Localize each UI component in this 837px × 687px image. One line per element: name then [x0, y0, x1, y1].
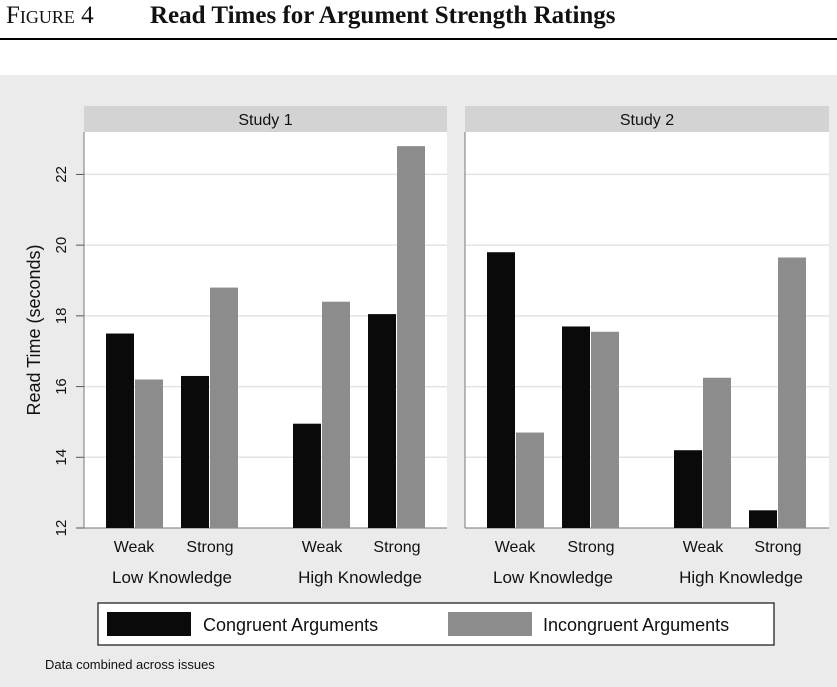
legend-box [97, 602, 775, 646]
panel-title: Study 2 [620, 112, 674, 129]
y-tick-label: 16 [53, 378, 70, 395]
y-tick-label: 12 [53, 520, 70, 537]
y-tick-label: 22 [53, 166, 70, 183]
bar-incongruent [516, 432, 544, 528]
category-label: Strong [373, 539, 420, 556]
legend-swatch-incongruent [448, 612, 532, 636]
bar-congruent [181, 375, 209, 528]
legend-swatch-congruent [107, 612, 191, 636]
y-tick-label: 14 [53, 449, 70, 466]
category-label: Weak [114, 539, 156, 556]
y-tick-label: 20 [53, 237, 70, 254]
group-label: High Knowledge [298, 568, 422, 587]
bar-congruent [293, 423, 321, 528]
panel-strip-1 [84, 106, 447, 132]
panel-title: Study 1 [238, 112, 292, 129]
figure-title: Read Times for Argument Strength Ratings [150, 2, 616, 29]
category-label: Weak [495, 539, 537, 556]
bar-congruent [749, 510, 777, 528]
bar-incongruent [397, 146, 425, 528]
category-label: Strong [567, 539, 614, 556]
bar-incongruent [322, 301, 350, 528]
bar-congruent [106, 333, 134, 528]
category-label: Weak [302, 539, 344, 556]
bar-incongruent [135, 379, 163, 528]
chart-note: Data combined across issues [45, 657, 215, 672]
bar-congruent [368, 314, 396, 528]
panel-strip-2 [465, 106, 829, 132]
category-label: Strong [186, 539, 233, 556]
bar-congruent [562, 326, 590, 528]
bar-incongruent [778, 257, 806, 528]
bar-congruent [487, 252, 515, 528]
group-label: High Knowledge [679, 568, 803, 587]
y-tick-label: 18 [53, 308, 70, 325]
group-label: Low Knowledge [112, 568, 232, 587]
category-label: Strong [754, 539, 801, 556]
group-label: Low Knowledge [493, 568, 613, 587]
figure-label: Figure 4 [6, 2, 94, 29]
bar-congruent [674, 450, 702, 528]
bar-incongruent [591, 331, 619, 528]
bar-incongruent [210, 287, 238, 528]
legend-label-congruent: Congruent Arguments [203, 615, 378, 635]
y-axis-label: Read Time (seconds) [24, 244, 44, 415]
figure-header: Figure 4 Read Times for Argument Strengt… [0, 0, 837, 40]
bar-incongruent [703, 377, 731, 528]
category-label: Weak [683, 539, 725, 556]
legend-label-incongruent: Incongruent Arguments [543, 615, 729, 635]
